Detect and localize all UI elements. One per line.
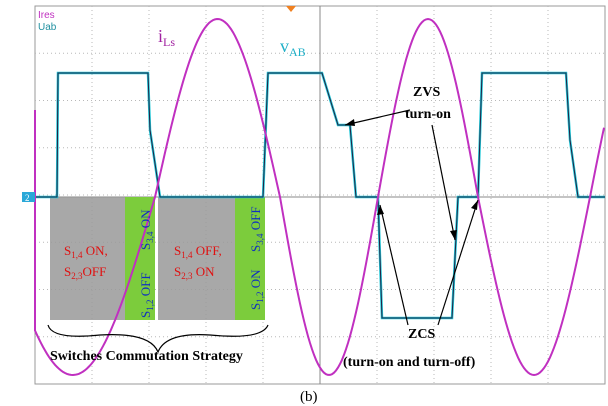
zcs-label: (turn-on and turn-off) [343,355,476,370]
caption: (b) [300,389,318,405]
state-box [50,197,125,320]
state-text: S3,4 OFF [248,206,265,252]
zcs-label: ZCS [408,327,435,342]
state-text: S1,4 OFF, [174,243,222,260]
zvs-label: ZVS [413,85,440,100]
channel-label: Uab [38,22,57,33]
zvs-label: turn-on [405,107,451,122]
ground-marker: 2 [25,193,30,203]
state-box [158,197,235,320]
strategy-label: Switches Commutation Strategy [50,349,243,364]
figure: Ires Uab 2 iLs vAB ZVS turn-on ZCS (turn… [0,0,608,406]
state-text: S1,2 OFF [138,272,155,318]
state-text: S1,2 ON [248,269,265,310]
state-text: S1,4 ON, [64,243,108,260]
state-text: S3,4 ON [138,209,155,250]
state-text: S2,3OFF [64,264,106,281]
channel-label: Ires [38,10,55,21]
state-text: S2,3 ON [174,264,215,281]
